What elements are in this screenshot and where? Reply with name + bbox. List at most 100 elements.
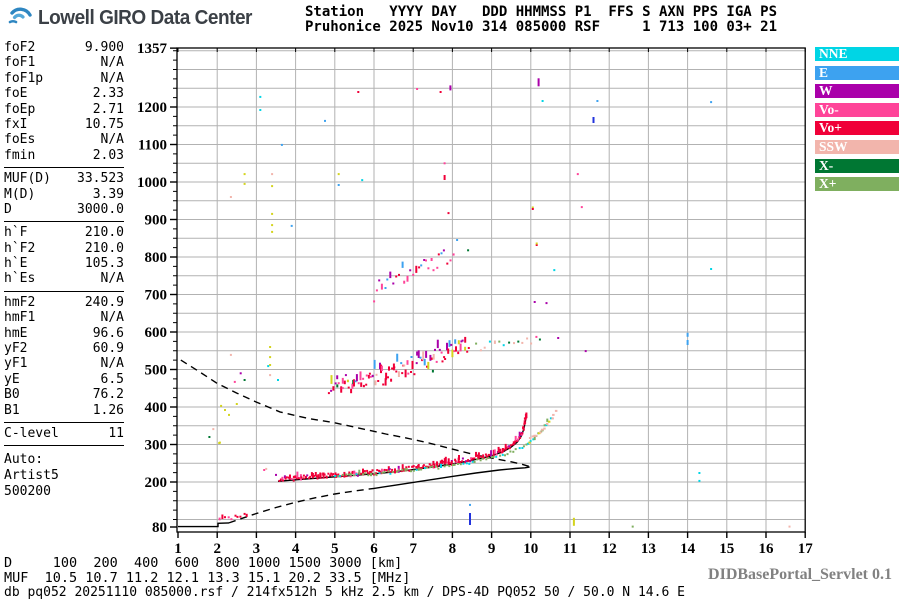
param-row: C-level 11: [4, 426, 124, 441]
legend-item-ssw: SSW: [815, 139, 899, 154]
autoscaling-line: Auto:: [4, 452, 44, 468]
d-row: D 100 200 400 600 800 1000 1500 3000 [km…: [4, 555, 403, 571]
station-header: Station YYYY DAY DDD HHMMSS P1 FFS S AXN…: [305, 5, 777, 35]
param-label: h`Es: [4, 271, 36, 287]
y-axis-label: 400: [145, 400, 168, 416]
x-axis-label: 4: [292, 541, 300, 557]
param-row: hmF2 240.9: [4, 295, 124, 310]
brand-title: Lowell GIRO Data Center: [38, 6, 252, 29]
y-axis-label: 1357: [137, 41, 168, 57]
param-value: N/A: [100, 271, 124, 287]
param-row: fxI 10.75: [4, 117, 124, 132]
param-row: yE 6.5: [4, 372, 124, 387]
param-value: 1.26: [92, 402, 124, 418]
legend-item-w: W: [815, 84, 899, 99]
param-value: 2.33: [92, 86, 124, 102]
x-axis-label: 16: [759, 541, 775, 557]
legend-item-x: X-: [815, 158, 899, 173]
param-label: h`E: [4, 256, 28, 272]
footer-info: db pq052 20251110 085000.rsf / 214fx512h…: [4, 585, 685, 600]
param-row: M(D) 3.39: [4, 187, 124, 202]
E-region-profile: [178, 522, 230, 528]
param-label: h`F: [4, 225, 28, 241]
polarization-legend: NNE E W Vo- Vo+ SSW X- X+: [815, 47, 899, 196]
param-label: C-level: [4, 425, 59, 441]
param-label: foEp: [4, 101, 36, 117]
F-region-profile: [373, 466, 530, 490]
y-axis-label: 80: [152, 520, 167, 536]
giro-logo: Lowell GIRO Data Center: [8, 6, 263, 30]
y-axis-label: 1100: [138, 138, 167, 154]
param-label: foE: [4, 86, 28, 102]
param-value: 10.75: [84, 116, 124, 132]
param-label: yF1: [4, 356, 28, 372]
param-row: foF1 N/A: [4, 55, 124, 70]
x-axis-label: 10: [523, 541, 538, 557]
param-value: 240.9: [84, 294, 124, 310]
station-header-line1: Station YYYY DAY DDD HHMMSS P1 FFS S AXN…: [305, 4, 778, 20]
param-label: hmE: [4, 325, 28, 341]
param-value: N/A: [100, 55, 124, 71]
x-axis-label: 8: [449, 541, 457, 557]
legend-item-nne: NNE: [815, 47, 899, 61]
legend-item-e: E: [815, 65, 899, 80]
y-axis-label: 500: [145, 363, 168, 379]
param-row: h`Es N/A: [4, 271, 124, 286]
param-row: yF1 N/A: [4, 356, 124, 371]
param-row: fmin 2.03: [4, 148, 124, 163]
param-label: fxI: [4, 116, 28, 132]
valley-profile: [228, 487, 375, 524]
echo-traces: [218, 239, 558, 521]
param-row: h`F2 210.0: [4, 241, 124, 256]
param-label: yF2: [4, 341, 28, 357]
plot-grid: [177, 48, 806, 532]
param-label: B1: [4, 402, 20, 418]
param-value: 76.2: [92, 387, 124, 403]
legend-item-vo: Vo+: [815, 121, 899, 136]
wave-logo-icon: [8, 7, 32, 24]
noise-dots: [208, 78, 791, 528]
parameter-panel: foF2 9.900 foF1 N/A foF1p N/A foE 2.33 foEp 2.71 f…: [4, 39, 124, 500]
x-axis-label: 15: [719, 541, 734, 557]
param-row: h`E 105.3: [4, 256, 124, 271]
param-label: D: [4, 201, 12, 217]
param-value: N/A: [100, 132, 124, 148]
y-axis-label: 1000: [137, 175, 167, 191]
x-axis-label: 1: [174, 541, 182, 557]
param-row: foEs N/A: [4, 132, 124, 147]
param-value: 3.39: [92, 186, 124, 202]
param-row: B0 76.2: [4, 387, 124, 402]
x-axis-label: 9: [488, 541, 496, 557]
param-group: MUF(D) 33.523 M(D) 3.39 D 3000.0: [4, 167, 124, 219]
param-row: hmE 96.6: [4, 326, 124, 341]
param-label: foEs: [4, 132, 36, 148]
param-group: hmF2 240.9 hmF1 N/A hmE 96.6 yF2 60.9 yF1 N/A yE 6.…: [4, 290, 124, 420]
param-value: N/A: [100, 310, 124, 326]
y-axis-label: 300: [145, 438, 168, 454]
param-row: foE 2.33: [4, 86, 124, 101]
plot-axes: 8020030040050060070080090010001100120013…: [137, 41, 813, 557]
autoscaling-line: 500200: [4, 483, 51, 499]
param-value: 2.71: [92, 101, 124, 117]
x-axis-label: 11: [563, 541, 577, 557]
param-group: C-level 11: [4, 421, 124, 447]
param-value: 96.6: [92, 325, 124, 341]
x-axis-label: 14: [680, 541, 696, 557]
param-label: hmF1: [4, 310, 36, 326]
param-value: N/A: [100, 70, 124, 86]
param-row: foF2 9.900: [4, 40, 124, 55]
topside-extrapolation: [177, 357, 529, 467]
x-axis-label: 5: [331, 541, 339, 557]
x-axis-label: 13: [641, 541, 656, 557]
y-axis-label: 200: [145, 475, 168, 491]
param-value: 60.9: [92, 341, 124, 357]
param-value: 6.5: [100, 371, 124, 387]
param-label: hmF2: [4, 294, 36, 310]
param-value: 9.900: [84, 40, 124, 55]
x-axis-label: 17: [798, 541, 814, 557]
param-label: foF1p: [4, 70, 44, 86]
param-row: MUF(D) 33.523: [4, 171, 124, 186]
param-group: foF2 9.900 foF1 N/A foF1p N/A foE 2.33 foEp 2.71 f…: [4, 39, 124, 165]
station-header-line2: Pruhonice 2025 Nov10 314 085000 RSF 1 71…: [305, 19, 778, 35]
